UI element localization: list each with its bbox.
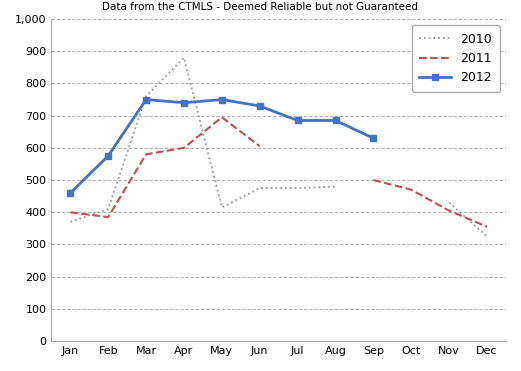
- 2011: [105, 215, 111, 219]
- 2012: [370, 136, 377, 140]
- 2012: [332, 118, 339, 123]
- 2010: [181, 55, 187, 60]
- 2012: [67, 191, 73, 195]
- 2010: [105, 207, 111, 211]
- 2011: [67, 210, 73, 214]
- Text: Data from the CTMLS - Deemed Reliable but not Guaranteed: Data from the CTMLS - Deemed Reliable bu…: [103, 1, 418, 12]
- 2010: [332, 184, 339, 189]
- 2010: [143, 94, 149, 99]
- Line: 2012: 2012: [68, 97, 376, 196]
- 2012: [257, 104, 263, 108]
- Line: 2010: 2010: [70, 58, 336, 222]
- 2012: [181, 101, 187, 105]
- 2011: [181, 146, 187, 150]
- 2012: [219, 97, 225, 102]
- 2010: [67, 220, 73, 224]
- Line: 2011: 2011: [70, 117, 260, 217]
- 2012: [143, 97, 149, 102]
- 2011: [219, 115, 225, 119]
- 2010: [257, 186, 263, 190]
- 2010: [294, 186, 301, 190]
- 2012: [294, 118, 301, 123]
- 2010: [219, 205, 225, 210]
- 2011: [257, 144, 263, 148]
- 2012: [105, 154, 111, 158]
- 2011: [143, 152, 149, 157]
- Legend: 2010, 2011, 2012: 2010, 2011, 2012: [412, 25, 500, 92]
